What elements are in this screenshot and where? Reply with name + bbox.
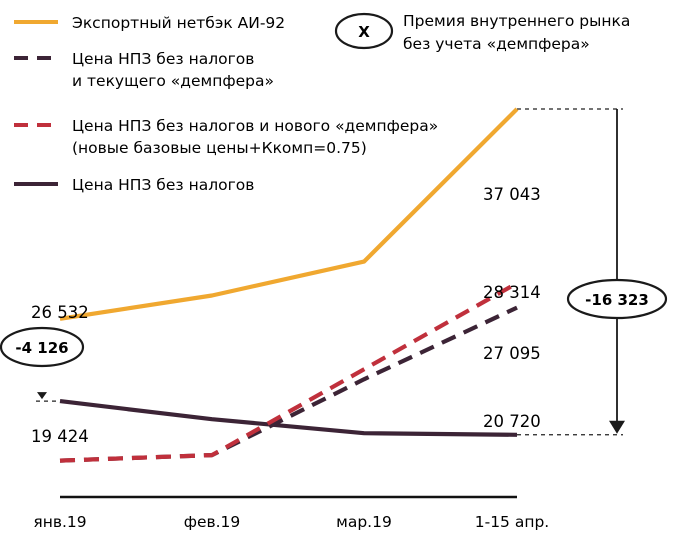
badge-key: X Премия внутреннего рынка без учета «демп… [334, 12, 630, 53]
legend-label: и текущего «демпфера» [72, 72, 274, 90]
badge-key-ellipse [334, 12, 394, 50]
value-label: 28 314 [483, 283, 541, 302]
series-line [59, 305, 518, 463]
legend: Экспортный нетбэк АИ-92 Цена НПЗ без нало… [14, 14, 438, 194]
legend-label: Цена НПЗ без налогов [72, 176, 254, 194]
x-tick-label: фев.19 [184, 513, 241, 531]
x-tick-label: 1-15 апр. [475, 513, 550, 531]
legend-label: (новые базовые цены+Ккомп=0.75) [72, 139, 367, 157]
x-tick-label: янв.19 [33, 513, 86, 531]
series-line [59, 107, 519, 321]
value-label: 37 043 [483, 185, 541, 204]
legend-item: Цена НПЗ без налогов и нового «демпфера»… [14, 117, 438, 157]
legend-item: Цена НПЗ без налогов и текущего «демпфера… [14, 50, 274, 90]
legend-label: Цена НПЗ без налогов [72, 50, 254, 68]
arrow-down-icon [37, 392, 47, 400]
premium-badge [0, 326, 85, 368]
premium-badge-label: -4 126 [15, 339, 68, 357]
badge-key-label: без учета «демпфера» [403, 35, 590, 53]
premium-badge [566, 278, 668, 320]
value-labels: 26 532 37 043 28 314 27 095 19 424 20 720 [31, 185, 541, 446]
badge-key-label: Премия внутреннего рынка [403, 12, 630, 30]
legend-label: Цена НПЗ без налогов и нового «демпфера» [72, 117, 438, 135]
series-lines [59, 107, 519, 463]
value-label: 26 532 [31, 303, 89, 322]
annotations: -4 126 -16 323 [0, 109, 668, 434]
x-tick-label: мар.19 [336, 513, 392, 531]
legend-item: Цена НПЗ без налогов [14, 176, 254, 194]
value-label: 19 424 [31, 427, 89, 446]
x-axis: янв.19 фев.19 мар.19 1-15 апр. [33, 495, 550, 531]
value-label: 27 095 [483, 344, 541, 363]
series-line [59, 281, 519, 463]
arrow-down-icon [609, 420, 625, 434]
legend-item: Экспортный нетбэк АИ-92 [14, 14, 285, 32]
value-label: 20 720 [483, 412, 541, 431]
annotation-guides [36, 108, 623, 436]
legend-label: Экспортный нетбэк АИ-92 [72, 14, 285, 32]
badge-key-symbol: X [358, 23, 370, 41]
series-line [59, 399, 518, 437]
premium-badge-label: -16 323 [585, 291, 649, 309]
